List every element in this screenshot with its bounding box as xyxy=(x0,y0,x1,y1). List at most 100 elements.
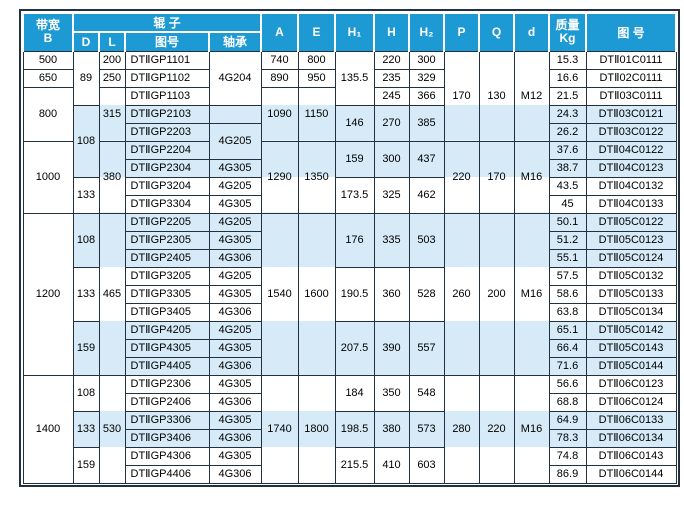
table-header: 带宽 B 辊 子 A E H₁ H H₂ P Q d 质量 Kg xyxy=(22,12,677,51)
cell-h1: 190.5 xyxy=(334,266,375,322)
cell-h2: 437 xyxy=(408,140,445,178)
header-sub-d: D xyxy=(72,31,100,51)
cell-dd: M16 xyxy=(513,212,550,376)
header-col-q: Q xyxy=(478,12,515,51)
header-bandwidth: 带宽 B xyxy=(22,12,74,51)
cell-p: 220 xyxy=(443,140,480,214)
cell-d: 108 xyxy=(72,104,100,178)
cell-fig: DTⅡ02C0111 xyxy=(585,68,677,88)
cell-fig: DTⅡ03C0122 xyxy=(585,122,677,142)
cell-bearing: 4G306 xyxy=(208,392,262,412)
cell-fig: DTⅡ06C0124 xyxy=(585,392,677,412)
cell-h: 220 xyxy=(373,50,410,70)
cell-fig: DTⅡ04C0132 xyxy=(585,176,677,196)
cell-fig-roller: DTⅡGP2205 xyxy=(124,212,210,232)
cell-bearing: 4G305 xyxy=(208,194,262,214)
cell-fig: DTⅡ06C0144 xyxy=(585,464,677,484)
cell-l: 200 xyxy=(98,50,126,70)
cell-fig-roller: DTⅡGP1101 xyxy=(124,50,210,70)
cell-h2: 366 xyxy=(408,86,445,106)
cell-d: 108 xyxy=(72,212,100,268)
cell-b: 650 xyxy=(22,68,74,88)
cell-bearing: 4G305 xyxy=(208,374,262,394)
cell-dd: M16 xyxy=(513,140,550,214)
table-row: 133 DTⅡGP3306 4G305 198.5 380 573 64.9 DTⅡ06C01… xyxy=(23,410,677,448)
cell-h1: 135.5 xyxy=(334,50,375,106)
cell-h: 360 xyxy=(373,266,410,322)
cell-mass: 51.2 xyxy=(548,230,587,250)
table-row: 159 DTⅡGP4306 4G305 215.5 410 603 74.8 DTⅡ06C01… xyxy=(23,446,677,484)
cell-fig-roller: DTⅡGP1102 xyxy=(124,68,210,88)
cell-d: 159 xyxy=(72,446,100,484)
cell-bearing: 4G205 xyxy=(208,122,262,160)
cell-a: 1740 xyxy=(260,374,299,484)
cell-b: 1000 xyxy=(22,140,74,214)
cell-h1: 184 xyxy=(334,374,375,412)
cell-bearing: 4G305 xyxy=(208,230,262,250)
cell-fig-roller: DTⅡGP4306 xyxy=(124,446,210,466)
cell-bearing: 4G306 xyxy=(208,464,262,484)
cell-fig: DTⅡ05C0133 xyxy=(585,284,677,304)
cell-bearing: 4G205 xyxy=(208,320,262,340)
spec-table-body: 500 89 200 DTⅡGP1101 4G204 740 800 135.5 220 300 1… xyxy=(22,50,677,484)
cell-mass: 45 xyxy=(548,194,587,214)
cell-q: 220 xyxy=(478,374,515,484)
cell-fig-roller: DTⅡGP3406 xyxy=(124,428,210,448)
cell-fig-roller: DTⅡGP2305 xyxy=(124,230,210,250)
cell-mass: 68.8 xyxy=(548,392,587,412)
cell-h2: 603 xyxy=(408,446,445,484)
cell-h2: 503 xyxy=(408,212,445,268)
cell-fig-roller: DTⅡGP3204 xyxy=(124,176,210,196)
table-row: 1000 380 DTⅡGP2204 1290 1350 159 300 437 220 170 M… xyxy=(22,140,677,214)
cell-fig-roller: DTⅡGP4305 xyxy=(124,338,210,358)
table-row: DTⅡGP3305 4G305 58.6 DTⅡ05C0133 xyxy=(23,284,677,304)
cell-fig: DTⅡ05C0134 xyxy=(585,302,677,322)
cell-bearing: 4G205 xyxy=(208,176,262,196)
table-row: 1200 108 465 DTⅡGP2205 4G205 1540 1600 176 335 50… xyxy=(22,212,677,376)
cell-d: 133 xyxy=(72,176,100,214)
cell-l: 530 xyxy=(98,374,126,484)
cell-h: 380 xyxy=(373,410,410,448)
header-mass: 质量 Kg xyxy=(548,12,587,51)
cell-h1: 207.5 xyxy=(334,320,375,376)
header-sub-l: L xyxy=(98,31,126,51)
cell-fig: DTⅡ04C0122 xyxy=(585,140,677,160)
header-col-h1: H₁ xyxy=(334,12,375,51)
header-sub-bearing: 轴承 xyxy=(208,31,262,51)
header-col-h2: H₂ xyxy=(408,12,445,51)
cell-h1: 176 xyxy=(334,212,375,268)
cell-d: 133 xyxy=(72,266,100,322)
cell-bearing: 4G305 xyxy=(208,158,262,178)
cell-mass: 78.3 xyxy=(548,428,587,448)
cell-fig-roller: DTⅡGP2204 xyxy=(124,140,210,160)
header-sub-figure: 图号 xyxy=(124,31,210,51)
header-bandwidth-label: 带宽 xyxy=(35,18,60,33)
cell-d: 89 xyxy=(72,50,100,106)
cell-bearing: 4G305 xyxy=(208,446,262,466)
cell-fig-roller: DTⅡGP2406 xyxy=(124,392,210,412)
cell-h: 235 xyxy=(373,68,410,88)
cell-e: 950 xyxy=(297,68,336,88)
table-row: DTⅡGP4406 4G306 86.9 DTⅡ06C0144 xyxy=(23,464,677,484)
cell-q: 170 xyxy=(478,140,515,214)
cell-h1: 215.5 xyxy=(334,446,375,484)
cell-fig: DTⅡ03C0111 xyxy=(585,86,677,106)
cell-mass: 58.6 xyxy=(548,284,587,304)
header-bandwidth-symbol: B xyxy=(43,31,53,46)
cell-bearing: 4G205 xyxy=(208,266,262,286)
cell-fig-roller: DTⅡGP2405 xyxy=(124,248,210,268)
cell-a: 1090 xyxy=(260,86,299,142)
cell-h1: 159 xyxy=(334,140,375,178)
cell-mass: 55.1 xyxy=(548,248,587,268)
cell-h1: 198.5 xyxy=(334,410,375,448)
cell-fig: DTⅡ05C0132 xyxy=(585,266,677,286)
cell-bearing: 4G306 xyxy=(208,356,262,376)
cell-h: 325 xyxy=(373,176,410,214)
cell-l: 315 xyxy=(98,86,126,142)
cell-a: 1290 xyxy=(260,140,299,214)
table-row: DTⅡGP2405 4G306 55.1 DTⅡ05C0124 xyxy=(23,248,677,268)
table-row: DTⅡGP3406 4G306 78.3 DTⅡ06C0134 xyxy=(23,428,677,448)
cell-mass: 15.3 xyxy=(548,50,587,70)
cell-bearing: 4G305 xyxy=(208,338,262,358)
cell-bearing: 4G204 xyxy=(208,50,262,106)
